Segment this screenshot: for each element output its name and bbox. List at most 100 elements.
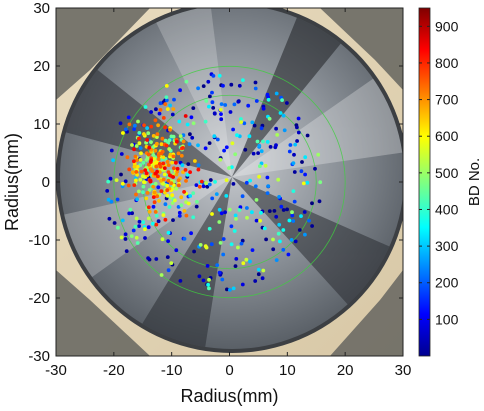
- scatter-point: [167, 138, 172, 143]
- scatter-point: [118, 121, 123, 126]
- scatter-point: [205, 184, 210, 189]
- scatter-point: [134, 144, 139, 148]
- scatter-point: [241, 78, 245, 82]
- scatter-point: [210, 196, 215, 201]
- scatter-point: [147, 188, 152, 192]
- x-axis-label: Radius(mm): [180, 386, 278, 406]
- scatter-point: [174, 160, 178, 165]
- scatter-point: [259, 149, 264, 154]
- scatter-point: [310, 224, 314, 228]
- colorbar-title: BD No.: [466, 158, 483, 206]
- scatter-point: [257, 174, 261, 179]
- scatter-point: [132, 127, 137, 132]
- scatter-point: [189, 115, 194, 120]
- scatter-point: [223, 210, 228, 215]
- scatter-point: [145, 126, 150, 130]
- scatter-point: [287, 149, 292, 154]
- scatter-point: [138, 177, 143, 182]
- scatter-point: [259, 161, 264, 166]
- scatter-point: [215, 137, 220, 142]
- scatter-point: [159, 151, 164, 156]
- scatter-point: [291, 219, 296, 223]
- scatter-point: [139, 151, 143, 156]
- scatter-point: [261, 268, 266, 273]
- scatter-point: [179, 195, 184, 200]
- scatter-point: [168, 152, 173, 157]
- scatter-point: [220, 277, 225, 282]
- scatter-point: [174, 248, 179, 253]
- scatter-point: [145, 191, 150, 195]
- scatter-point: [266, 184, 271, 189]
- scatter-point: [188, 170, 193, 175]
- scatter-point: [186, 201, 191, 206]
- scatter-point: [234, 217, 238, 221]
- y-tick-label: 10: [33, 116, 50, 133]
- scatter-point: [164, 98, 169, 103]
- scatter-point: [135, 164, 140, 169]
- scatter-point: [248, 178, 253, 183]
- scatter-point: [164, 95, 169, 100]
- scatter-point: [112, 221, 117, 225]
- scatter-point: [292, 152, 296, 157]
- scatter-point: [240, 238, 245, 243]
- scatter-point: [291, 189, 296, 194]
- scatter-point: [176, 151, 181, 156]
- scatter-point: [165, 193, 170, 198]
- scatter-point: [155, 169, 160, 174]
- scatter-point: [234, 257, 239, 261]
- scatter-point: [302, 210, 307, 214]
- scatter-point: [151, 134, 156, 138]
- scatter-point: [132, 183, 137, 188]
- scatter-point: [186, 162, 191, 167]
- scatter-point: [231, 286, 236, 291]
- scatter-point: [277, 222, 282, 227]
- scatter-point: [165, 183, 170, 188]
- scatter-point: [127, 167, 132, 172]
- scatter-point: [280, 98, 284, 102]
- scatter-point: [167, 205, 172, 209]
- scatter-point: [146, 256, 151, 260]
- scatter-point: [156, 157, 161, 162]
- scatter-point: [291, 161, 296, 166]
- scatter-point: [156, 185, 161, 190]
- scatter-point: [217, 207, 222, 212]
- scatter-point: [256, 267, 261, 272]
- scatter-point: [184, 79, 189, 84]
- scatter-point: [248, 259, 252, 264]
- scatter-point: [214, 192, 219, 197]
- scatter-point: [177, 214, 182, 218]
- scatter-point: [136, 119, 140, 124]
- scatter-point: [155, 132, 160, 137]
- scatter-point: [230, 165, 234, 170]
- scatter-point: [206, 282, 211, 287]
- scatter-point: [120, 181, 125, 186]
- x-tick-label: 30: [395, 362, 412, 379]
- scatter-point: [119, 152, 124, 156]
- scatter-point: [189, 231, 194, 236]
- scatter-point: [134, 216, 139, 221]
- scatter-point: [239, 241, 244, 246]
- scatter-point: [132, 164, 137, 169]
- scatter-point: [233, 264, 238, 268]
- colorbar-ticks: 900 800 700 600 500 400 300 200 100: [419, 18, 459, 327]
- scatter-point: [156, 123, 161, 128]
- scatter-point: [133, 224, 138, 229]
- scatter-point: [221, 83, 225, 88]
- scatter-point: [194, 204, 199, 209]
- scatter-point: [149, 110, 154, 114]
- scatter-point: [162, 166, 167, 171]
- scatter-point: [310, 201, 314, 206]
- scatter-point: [303, 155, 308, 160]
- scatter-point: [253, 86, 258, 91]
- scatter-point: [181, 146, 185, 150]
- scatter-point: [271, 247, 276, 252]
- scatter-point: [141, 184, 146, 189]
- scatter-point: [262, 226, 267, 231]
- scatter-point: [163, 202, 168, 207]
- scatter-point: [184, 213, 189, 218]
- scatter-point: [266, 97, 271, 102]
- scatter-point: [196, 167, 201, 172]
- scatter-point: [207, 286, 211, 291]
- scatter-point: [169, 261, 174, 265]
- scatter-point: [121, 131, 125, 135]
